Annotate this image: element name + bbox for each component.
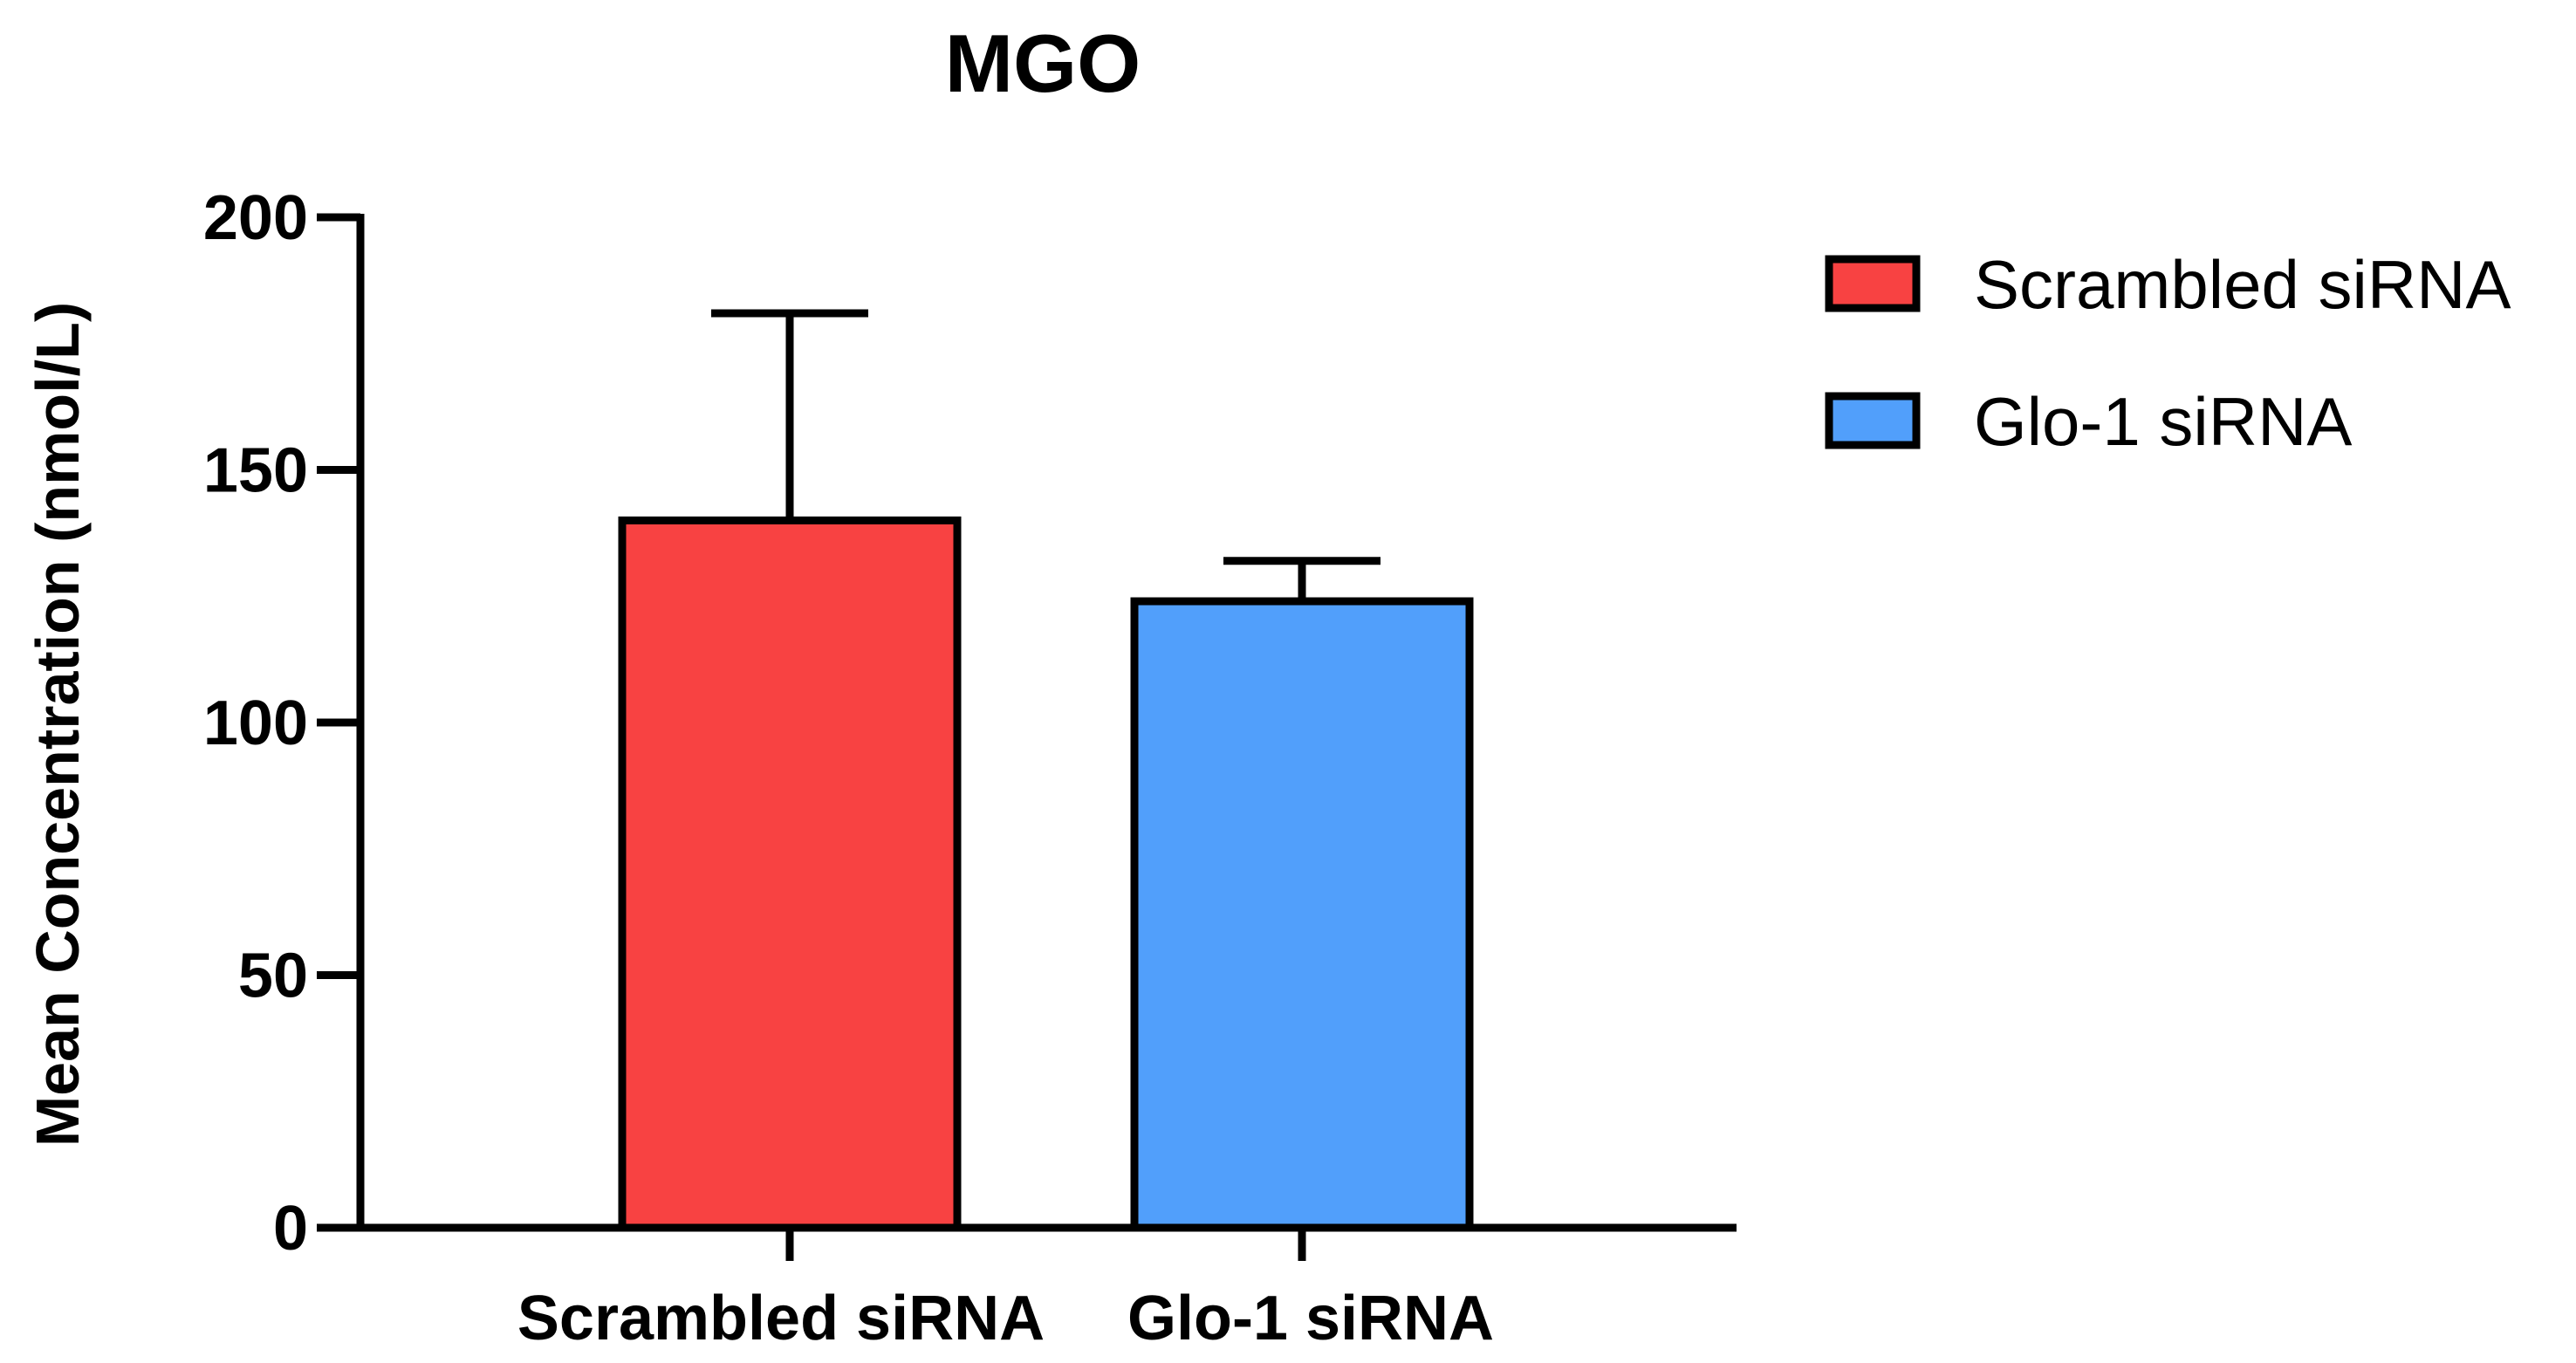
bar-scrambled-sirna (618, 516, 962, 1232)
legend-label: Glo-1 siRNA (1974, 383, 2352, 460)
legend-swatch (1825, 392, 1921, 449)
legend: Scrambled siRNA Glo-1 siRNA (1825, 246, 2511, 460)
y-tick-label: 100 (203, 688, 308, 758)
error-bars-layer (711, 309, 1380, 602)
x-tick-label: Scrambled siRNA (517, 1284, 1045, 1353)
x-tick-label: Glo-1 siRNA (1127, 1284, 1494, 1353)
y-tick-label: 50 (238, 942, 308, 1011)
bars-layer (618, 516, 1474, 1232)
y-tick-label: 200 (203, 183, 308, 253)
bar-glo-1-sirna (1130, 597, 1474, 1232)
legend-swatch (1825, 255, 1921, 312)
y-tick-label: 0 (273, 1194, 308, 1264)
chart-title: MGO (945, 17, 1141, 109)
legend-label: Scrambled siRNA (1974, 246, 2511, 323)
y-tick-label: 150 (203, 436, 308, 506)
y-axis-label: Mean Concentration (nmol/L) (24, 302, 92, 1147)
x-ticks: Scrambled siRNA Glo-1 siRNA (517, 1228, 1494, 1353)
y-ticks: 0 50 100 150 200 (203, 183, 360, 1264)
